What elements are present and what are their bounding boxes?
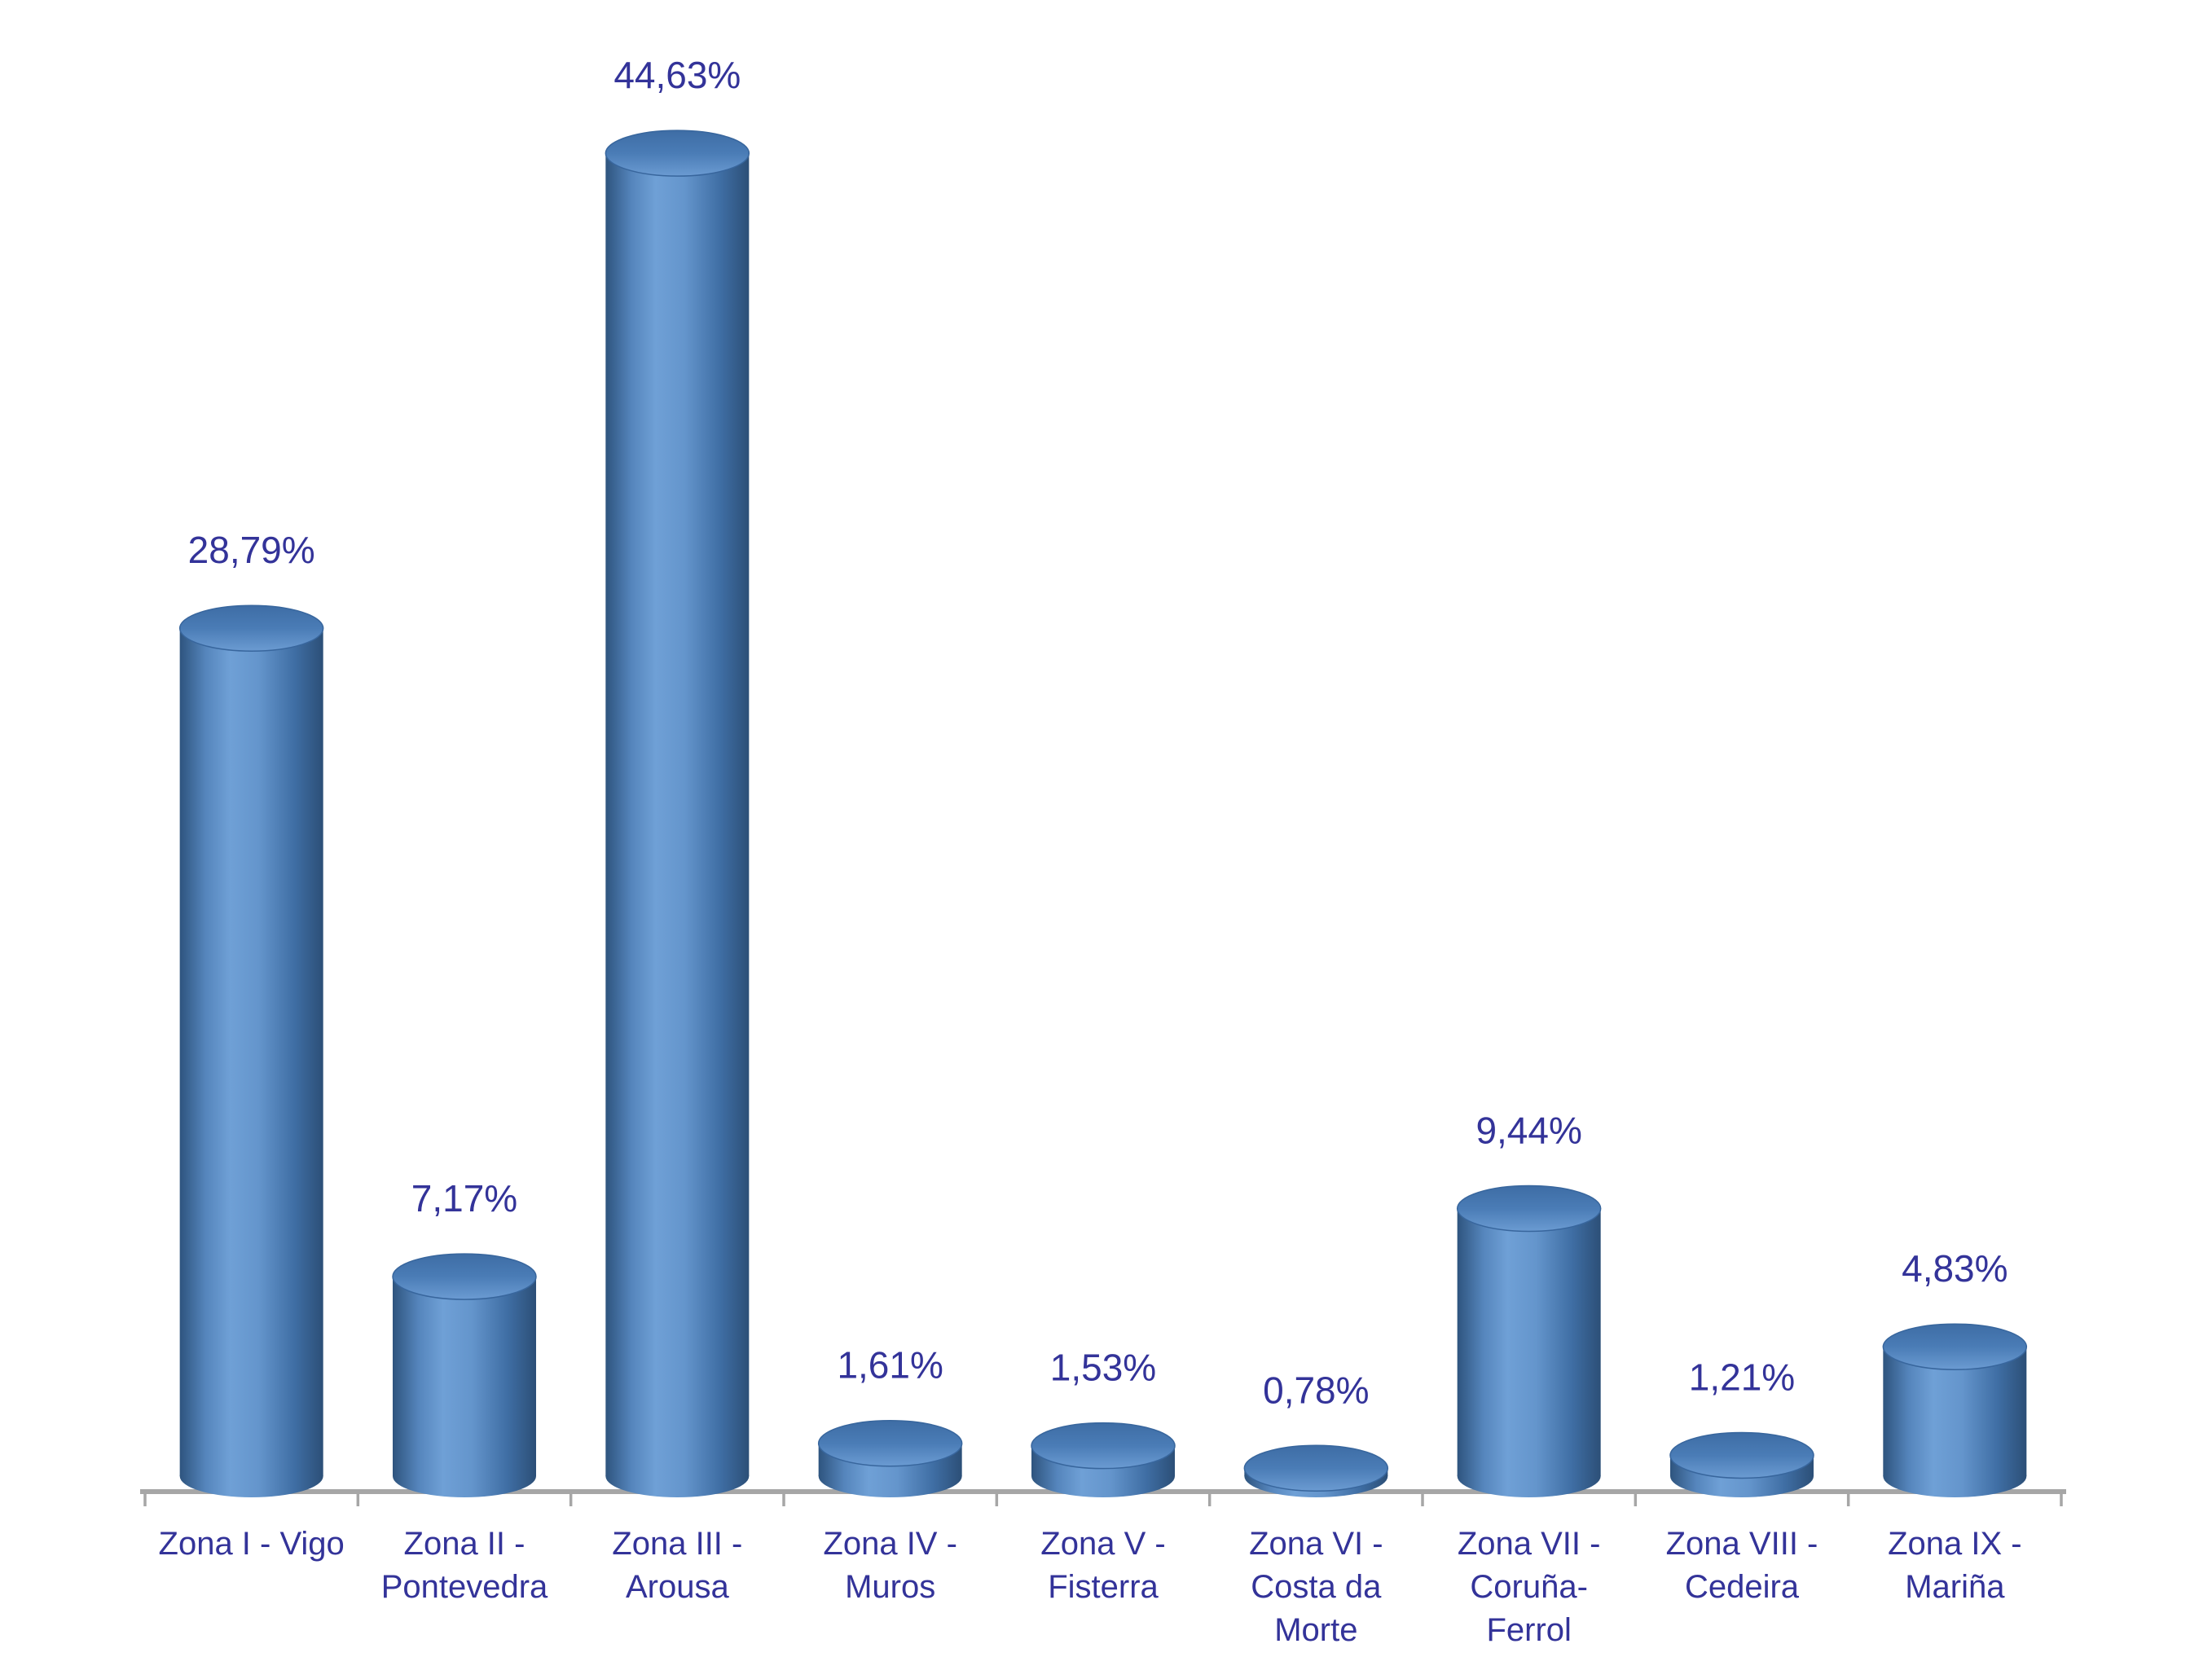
category-label: Zona VII - Coruña- Ferrol <box>1458 1526 1601 1648</box>
bar-cylinder-top <box>817 1419 963 1467</box>
bar-cylinder-body <box>179 628 323 1476</box>
bar-cylinder-top <box>1882 1323 2028 1370</box>
value-label: 1,21% <box>1689 1356 1795 1398</box>
bar-group <box>392 1253 537 1497</box>
category-label-line: Zona VI - <box>1249 1526 1383 1562</box>
bar-cylinder-top <box>392 1253 537 1300</box>
category-label-line: Zona IX - <box>1888 1526 2022 1562</box>
category-label-line: Zona VIII - <box>1666 1526 1818 1562</box>
category-label: Zona V - Fisterra <box>1040 1526 1165 1605</box>
category-label-line: Arousa <box>626 1569 729 1605</box>
category-label: Zona II - Pontevedra <box>381 1526 548 1605</box>
bar-group <box>1031 1422 1176 1497</box>
category-label-line: Pontevedra <box>381 1569 548 1605</box>
category-label-line: Zona VII - <box>1458 1526 1601 1562</box>
bar-group <box>605 130 750 1497</box>
category-label-line: Zona I - Vigo <box>159 1526 345 1562</box>
category-label-line: Coruña- <box>1470 1569 1588 1605</box>
category-label-line: Cedeira <box>1685 1569 1800 1605</box>
value-label: 9,44% <box>1475 1110 1581 1152</box>
value-label: 1,53% <box>1050 1347 1156 1389</box>
category-label-line: Costa da <box>1251 1569 1382 1605</box>
value-label: 4,83% <box>1902 1247 2008 1290</box>
category-label-line: Mariña <box>1905 1569 2005 1605</box>
value-label: 28,79% <box>188 529 315 571</box>
category-label: Zona IX - Mariña <box>1888 1526 2022 1605</box>
bar-cylinder-top <box>605 130 750 177</box>
value-label: 1,61% <box>837 1344 943 1387</box>
category-label: Zona IV - Muros <box>823 1526 957 1605</box>
category-label: Zona III - Arousa <box>612 1526 742 1605</box>
bar-cylinder-top <box>1243 1444 1389 1492</box>
bar-cylinder-body <box>1457 1208 1601 1476</box>
bar-group <box>1243 1444 1389 1497</box>
bar-group <box>1669 1431 1814 1497</box>
bar-group <box>178 604 324 1497</box>
category-label-line: Zona IV - <box>823 1526 957 1562</box>
category-label: Zona VIII - Cedeira <box>1666 1526 1818 1605</box>
category-label-line: Fisterra <box>1048 1569 1159 1605</box>
bar-group <box>1882 1323 2028 1497</box>
value-label: 7,17% <box>411 1177 517 1220</box>
bar-cylinder-top <box>178 604 324 652</box>
bar-cylinder-top <box>1031 1422 1176 1470</box>
bar-cylinder-top <box>1669 1431 1814 1479</box>
bar-cylinder-top <box>1456 1185 1602 1233</box>
bar-cylinder-body <box>393 1277 536 1476</box>
bar-group <box>817 1419 963 1497</box>
bar-cylinder-body <box>605 153 750 1477</box>
category-label: Zona VI - Costa da Morte <box>1249 1526 1383 1648</box>
value-label: 44,63% <box>613 54 741 96</box>
category-label-line: Morte <box>1274 1612 1357 1648</box>
category-label-line: Ferrol <box>1486 1612 1571 1648</box>
category-label-line: Zona III - <box>612 1526 742 1562</box>
category-label-line: Zona V - <box>1040 1526 1165 1562</box>
value-label: 0,78% <box>1263 1369 1369 1411</box>
category-label: Zona I - Vigo <box>159 1526 345 1562</box>
bar-group <box>1456 1185 1602 1497</box>
category-label-line: Zona II - <box>404 1526 526 1562</box>
category-label-line: Muros <box>845 1569 935 1605</box>
